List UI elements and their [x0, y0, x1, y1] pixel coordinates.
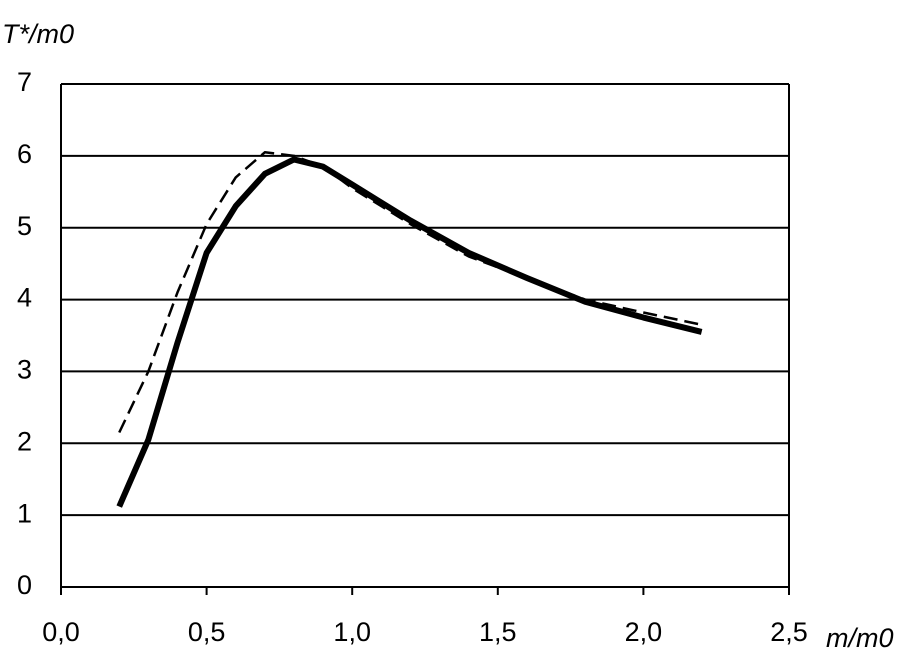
y-tick-label: 1 — [17, 498, 32, 528]
x-tick-label: 0,0 — [42, 617, 80, 647]
y-tick-label: 2 — [17, 426, 32, 456]
x-tick-label: 2,0 — [625, 617, 663, 647]
series-line — [118, 151, 702, 434]
series-line — [116, 156, 703, 508]
y-tick-label: 7 — [17, 67, 32, 97]
y-tick-label: 3 — [17, 355, 32, 385]
y-axis-label: T*/m0 — [2, 19, 74, 49]
y-tick-label: 6 — [17, 139, 32, 169]
y-tick-label: 4 — [17, 283, 32, 313]
x-axis-label: m/m0 — [826, 623, 894, 653]
y-tick-label: 5 — [17, 211, 32, 241]
y-tick-label: 0 — [17, 570, 32, 600]
x-tick-label: 1,0 — [333, 617, 371, 647]
x-tick-label: 2,5 — [770, 617, 808, 647]
x-tick-label: 1,5 — [479, 617, 517, 647]
x-tick-label: 0,5 — [188, 617, 226, 647]
